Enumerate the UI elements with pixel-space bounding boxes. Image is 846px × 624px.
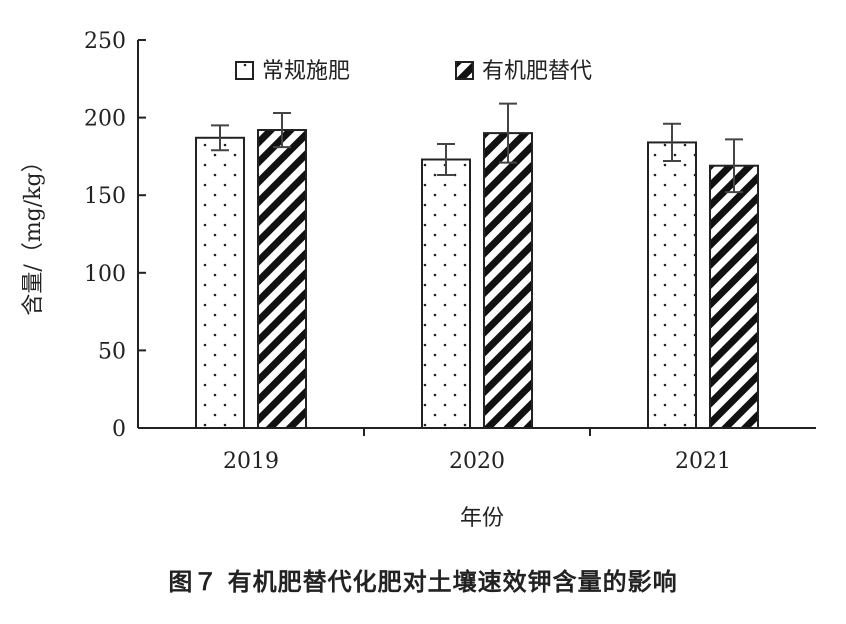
bar xyxy=(709,164,759,429)
legend-label: 常规施肥 xyxy=(262,59,350,84)
x-tick-label: 2020 xyxy=(449,449,505,474)
y-axis-title: 含量/（mg/kg） xyxy=(21,150,46,315)
y-tick-label: 100 xyxy=(84,262,126,287)
x-tick-label: 2019 xyxy=(223,449,279,474)
legend: 常规施肥 有机肥替代 xyxy=(235,59,592,84)
figure-caption: 图７ 有机肥替代化肥对土壤速效钾含量的影响 xyxy=(168,568,678,596)
bar-chart: 0 50 100 150 200 250 2019 2020 2021 常规施肥 有机肥替代 含量… xyxy=(21,29,816,531)
y-tick-label: 0 xyxy=(112,417,126,442)
bar xyxy=(195,136,245,429)
bar xyxy=(421,158,471,429)
bar xyxy=(483,132,533,429)
bar xyxy=(647,141,697,429)
x-tick-label: 2021 xyxy=(675,449,731,474)
legend-swatch xyxy=(455,61,474,80)
legend-label: 有机肥替代 xyxy=(482,59,592,84)
bar xyxy=(257,129,307,430)
y-tick-label: 50 xyxy=(98,339,126,364)
y-tick-label: 250 xyxy=(84,29,126,54)
x-axis-title: 年份 xyxy=(460,506,504,531)
bars xyxy=(195,102,759,430)
y-tick-label: 150 xyxy=(84,184,126,209)
y-tick-label: 200 xyxy=(84,107,126,132)
legend-swatch xyxy=(235,61,254,80)
axes: 0 50 100 150 200 250 2019 2020 2021 xyxy=(84,29,816,474)
